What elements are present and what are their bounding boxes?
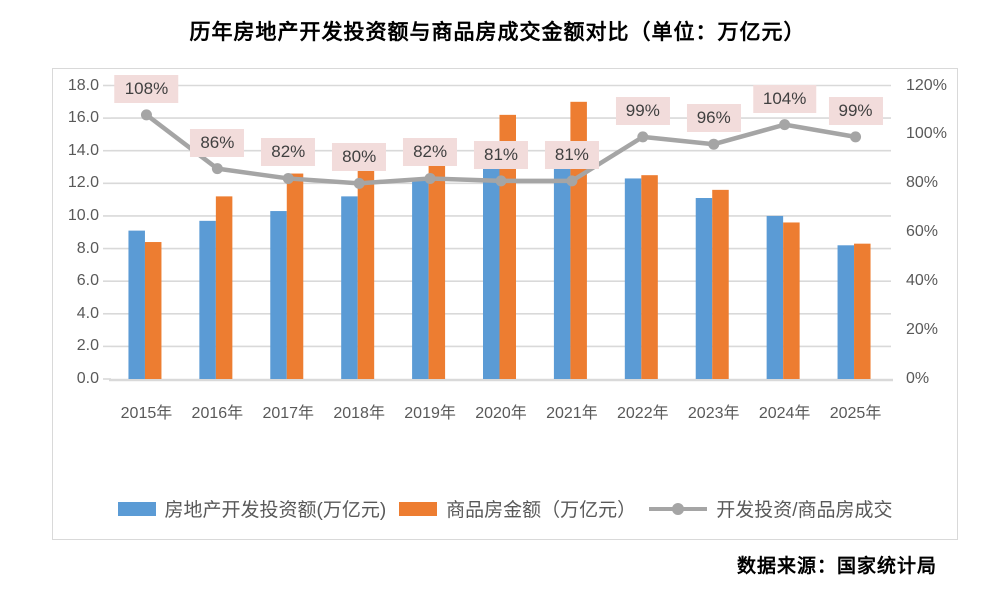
ratio-line-point	[140, 109, 152, 121]
ratio-data-label: 108%	[114, 74, 179, 103]
ratio-legend-dot-icon	[672, 502, 685, 515]
x-axis-category-label: 2025年	[829, 405, 882, 422]
chart-panel: 18.0 16.0 14.0 12.0 10.0 8.0 6.0 4.0 2.0 0.0 120% 1…	[52, 68, 958, 540]
investment-bar	[128, 230, 145, 379]
ratio-line-point	[779, 119, 791, 131]
sales-bar	[428, 162, 446, 379]
right-axis-tick-label: 0%	[906, 370, 930, 387]
left-axis-tick-label: 6.0	[76, 272, 99, 290]
ratio-data-label: 86%	[190, 128, 245, 157]
left-axis-tick-label: 10.0	[67, 206, 99, 224]
ratio-line-point	[353, 177, 365, 189]
ratio-line-point	[495, 175, 507, 187]
sales-bar	[854, 243, 871, 379]
ratio-line-point	[282, 172, 294, 184]
ratio-line-point	[211, 163, 223, 175]
sales-bar	[641, 175, 658, 379]
x-axis-category-label: 2021年	[546, 405, 598, 422]
x-axis-category-label: 2016年	[191, 405, 244, 422]
left-axis-tick-label: 12.0	[67, 174, 99, 192]
ratio-line-point	[566, 175, 578, 187]
ratio-line-point	[424, 172, 436, 184]
left-axis-tick-label: 14.0	[67, 141, 99, 159]
x-axis-category-label: 2023年	[687, 405, 740, 422]
sales-bar	[144, 242, 162, 379]
investment-bar	[412, 178, 429, 379]
investment-bar	[270, 211, 287, 379]
legend: 房地产开发投资额(万亿元) 商品房金额（万亿元） 开发投资/商品房成交	[53, 495, 957, 522]
ratio-line-point	[637, 131, 649, 143]
x-axis-category-label: 2017年	[262, 405, 315, 422]
ratio-data-label: 96%	[686, 104, 741, 133]
data-source: 数据来源：国家统计局	[736, 556, 937, 577]
plot-area	[103, 84, 893, 382]
sales-bar	[570, 101, 587, 380]
sales-bar	[357, 170, 375, 379]
left-axis-tick-label: 4.0	[76, 304, 99, 322]
right-axis-tick-label: 100%	[906, 125, 947, 143]
right-axis-tick-label: 80%	[906, 174, 939, 192]
sales-bar	[215, 196, 233, 379]
investment-bar	[695, 198, 713, 379]
left-axis-tick-label: 2.0	[76, 337, 99, 355]
sales-legend-swatch	[399, 501, 438, 516]
x-axis-category-label: 2019年	[404, 405, 456, 422]
right-axis-tick-label: 20%	[906, 321, 939, 339]
investment-bar	[766, 215, 784, 379]
ratio-legend-label: 开发投资/商品房成交	[716, 500, 893, 521]
ratio-line-point	[708, 138, 720, 150]
left-axis-tick-label: 8.0	[76, 239, 99, 257]
investment-bar	[199, 220, 216, 379]
ratio-line-point	[850, 131, 862, 143]
investment-legend-swatch	[117, 501, 156, 516]
ratio-data-label: 82%	[261, 138, 316, 167]
ratio-legend-marker	[649, 502, 708, 516]
ratio-data-label: 81%	[544, 140, 599, 169]
investment-legend-label: 房地产开发投资额(万亿元)	[164, 500, 387, 521]
right-axis-tick-label: 40%	[906, 272, 939, 290]
x-axis-category-label: 2015年	[120, 405, 173, 422]
investment-bar	[341, 196, 358, 379]
ratio-data-label: 99%	[615, 96, 670, 125]
chart-title: 历年房地产开发投资额与商品房成交金额对比（单位：万亿元）	[189, 20, 806, 44]
x-axis-category-label: 2020年	[475, 405, 527, 422]
ratio-data-label: 80%	[332, 143, 387, 172]
sales-bar	[783, 222, 800, 379]
sales-legend-label: 商品房金额（万亿元）	[446, 500, 637, 521]
left-axis-tick-label: 18.0	[67, 76, 99, 94]
ratio-data-label: 104%	[752, 84, 817, 113]
investment-bar	[624, 178, 642, 379]
ratio-data-label: 99%	[828, 96, 883, 125]
ratio-data-label: 81%	[473, 140, 529, 169]
investment-bar	[483, 165, 500, 379]
x-axis-category-label: 2022年	[617, 405, 669, 422]
x-axis-category-label: 2018年	[333, 405, 385, 422]
left-axis-tick-label: 16.0	[67, 109, 99, 127]
investment-bar	[553, 153, 571, 379]
right-axis-tick-label: 120%	[906, 76, 947, 94]
investment-bar	[837, 245, 855, 379]
left-axis-tick-label: 0.0	[76, 370, 99, 387]
right-axis-tick-label: 60%	[906, 223, 939, 241]
sales-bar	[712, 189, 729, 379]
x-axis-category-label: 2024年	[758, 405, 811, 422]
sales-bar	[286, 173, 304, 379]
ratio-data-label: 82%	[403, 138, 458, 167]
